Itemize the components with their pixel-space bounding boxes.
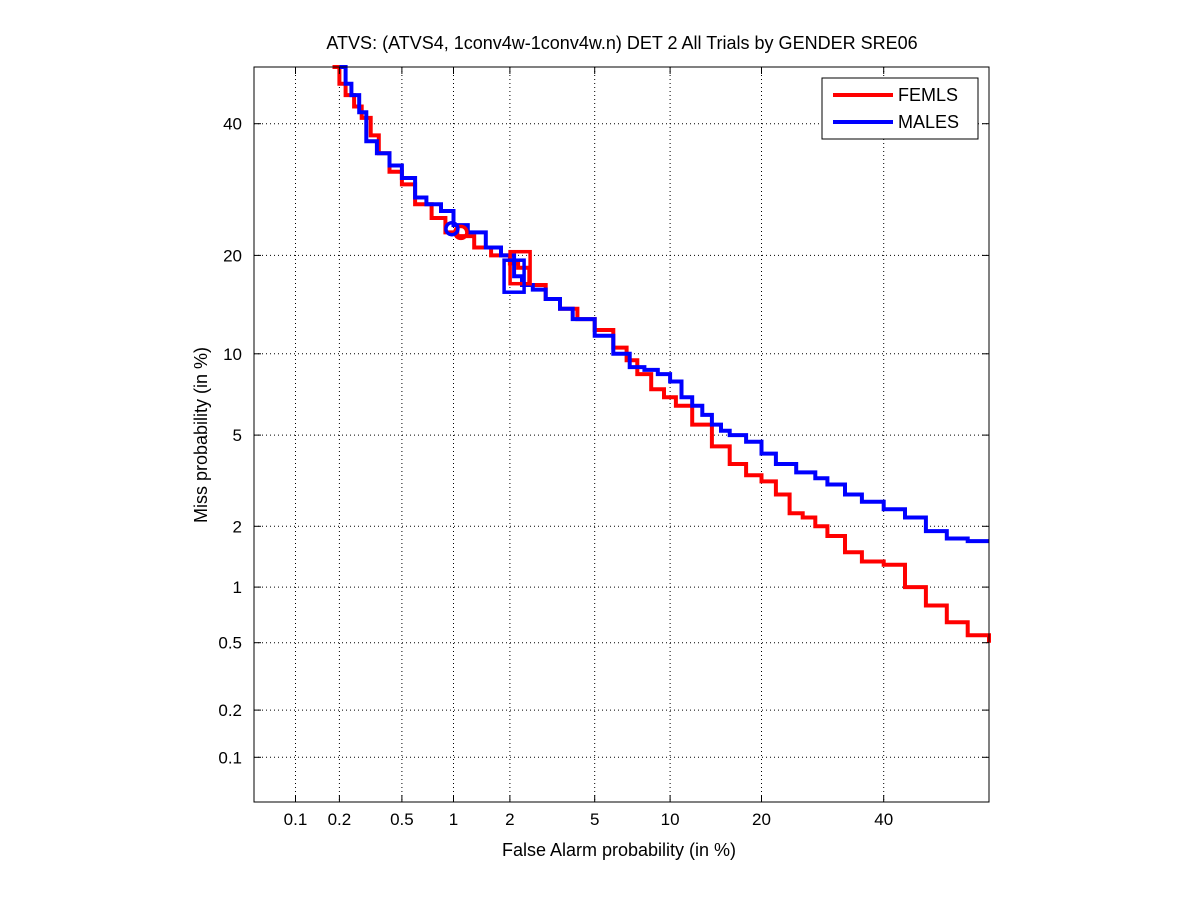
x-tick-label: 0.2 [328,810,352,829]
x-tick-label: 2 [505,810,514,829]
marker-square-femls [508,249,532,286]
axis-ticks: 0.1 0.2 0.5 1 2 5 10 20 40 0.1 0.2 0.5 1 2 5 10 20 40 [218,67,989,829]
series-lines [332,65,991,643]
y-tick-label: 40 [223,115,242,134]
x-tick-label: 40 [874,810,893,829]
marker-square-males [502,258,526,294]
y-axis-label: Miss probability (in %) [191,347,211,523]
marker-circle-males [444,220,460,237]
x-axis-label: False Alarm probability (in %) [502,840,736,860]
y-tick-label: 10 [223,345,242,364]
y-tick-label: 5 [233,426,242,445]
legend-label-femls: FEMLS [898,85,958,105]
y-tick-label: 1 [233,578,242,597]
legend-box [821,77,979,140]
x-tick-label: 0.1 [284,810,308,829]
series-line-males [339,65,989,544]
x-tick-label: 20 [752,810,771,829]
y-tick-label: 2 [233,517,242,536]
x-tick-label: 1 [449,810,458,829]
operating-point-markers [444,220,532,294]
plot-frame [253,66,990,803]
y-tick-label: 20 [223,246,242,265]
chart-title: ATVS: (ATVS4, 1conv4w-1conv4w.n) DET 2 A… [326,33,917,53]
x-tick-label: 10 [661,810,680,829]
y-tick-label: 0.1 [218,748,242,767]
legend-label-males: MALES [898,112,959,132]
legend: FEMLS MALES [821,77,979,140]
x-tick-label: 0.5 [390,810,414,829]
plot-area: 0.1 0.2 0.5 1 2 5 10 20 40 0.1 0.2 0.5 1 2 5 10 20 40 [218,65,991,829]
y-tick-label: 0.2 [218,701,242,720]
y-tick-label: 0.5 [218,634,242,653]
plot-background [254,67,989,802]
x-tick-label: 5 [590,810,599,829]
